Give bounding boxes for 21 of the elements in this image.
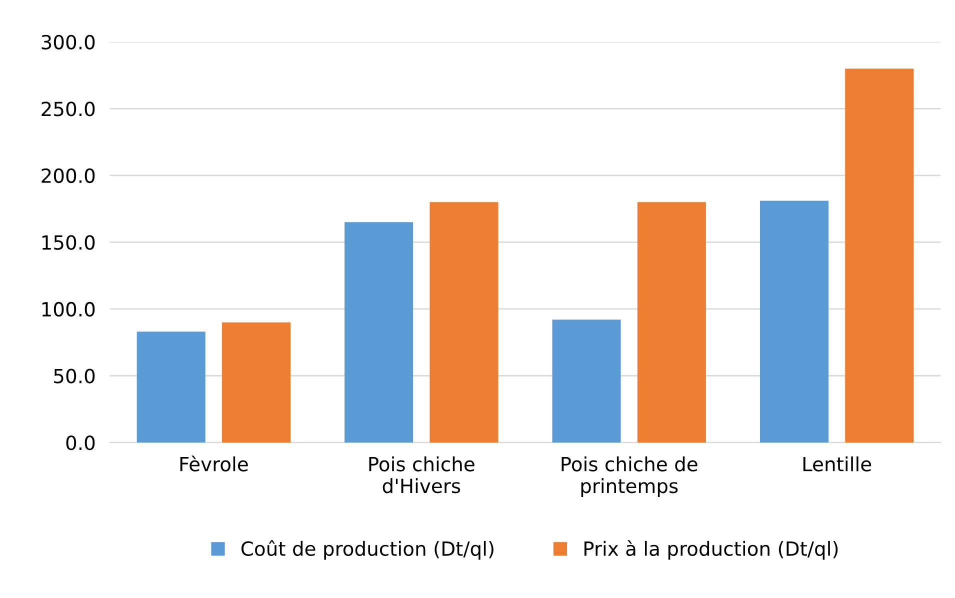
bar — [760, 200, 829, 443]
y-tick-label: 100.0 — [42, 302, 95, 317]
bar — [637, 202, 706, 443]
bar — [552, 320, 621, 443]
bar — [344, 222, 414, 443]
bar — [430, 202, 498, 443]
y-tick-label: 50.0 — [54, 368, 95, 384]
x-tick-label: Pois chiche de printemps — [562, 456, 698, 497]
legend-label: Prix à la production (Dt/ql) — [584, 540, 838, 560]
x-tick-label: Pois chiche d'Hivers — [369, 456, 474, 494]
y-tick-label: 250.0 — [42, 102, 95, 116]
y-tick-label: 300.0 — [42, 34, 95, 50]
bar — [845, 68, 914, 443]
y-tick-label: 150.0 — [42, 235, 95, 250]
y-tick-label: 200.0 — [42, 168, 95, 184]
bar — [136, 332, 206, 443]
y-tick-label: 0.0 — [66, 435, 95, 450]
legend-label: Coût de production (Dt/ql) — [241, 540, 494, 560]
x-tick-label: Fèvrole — [180, 456, 248, 472]
bar — [222, 322, 291, 443]
x-tick-label: Lentille — [803, 456, 872, 472]
